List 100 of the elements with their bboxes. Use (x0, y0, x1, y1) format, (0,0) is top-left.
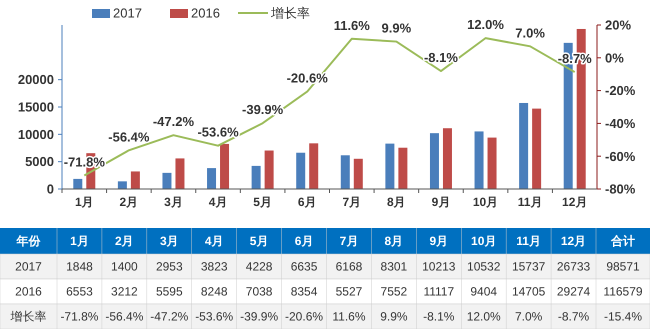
data-label: 29274 (556, 284, 591, 299)
category-label: 4月 (204, 234, 224, 248)
text: -47.2% (152, 114, 194, 130)
bar (162, 172, 172, 189)
y2-tick-label: -20% (605, 83, 636, 98)
bar (220, 144, 230, 189)
data-label: -20.6% (285, 310, 324, 324)
data-label: 26733 (556, 260, 591, 274)
y-tick-label: 15000 (18, 100, 54, 115)
data-label: 7552 (380, 284, 408, 299)
x-tick-label: 7月 (342, 195, 362, 209)
text: 增长率 (10, 310, 46, 324)
y2-tick-label: -40% (605, 116, 636, 131)
text: 2016 (15, 284, 42, 299)
data-label: 3823 (200, 260, 228, 274)
y-tick-label: 5000 (25, 154, 54, 170)
x-tick-label: 10月 (472, 195, 498, 209)
category-label: 10月 (471, 234, 496, 248)
bar (442, 128, 452, 189)
text: 11.6% (334, 18, 370, 33)
bar (73, 178, 82, 189)
text: 98571 (606, 260, 640, 274)
category-label: 3月 (160, 234, 179, 248)
data-label: 8301 (380, 260, 408, 274)
data-label: 10532 (467, 260, 501, 274)
category-label: 5月 (250, 234, 268, 248)
data-label: -47.2% (150, 310, 189, 324)
category-label: 1月 (70, 234, 89, 248)
x-tick-label: 5月 (253, 195, 272, 209)
y-tick-label: 10000 (18, 126, 54, 142)
text: 年份 (16, 234, 42, 248)
data-label: 8354 (290, 284, 318, 299)
data-label: 1400 (111, 260, 138, 274)
bar (118, 181, 127, 189)
bar (398, 148, 408, 189)
category-label: 12月 (560, 234, 586, 248)
x-tick-label: 12月 (562, 195, 588, 209)
category-label: 9月 (429, 234, 448, 248)
text: -15.4% (604, 310, 642, 324)
data-label: 7038 (246, 284, 273, 299)
legend-label: 2017 (113, 6, 142, 21)
text: 116579 (603, 284, 643, 299)
legend-label: 2016 (191, 6, 220, 21)
text: -53.6% (197, 124, 239, 140)
data-label: 9.9% (380, 310, 408, 324)
text: -39.9% (242, 102, 284, 118)
bar (385, 144, 394, 189)
text: -8.7% (558, 51, 592, 66)
bar (175, 158, 184, 189)
data-label: 8248 (200, 284, 228, 299)
text: 9.9% (382, 20, 412, 36)
data-label: -8.7% (558, 310, 590, 324)
bar (130, 171, 140, 189)
bar (309, 143, 318, 189)
data-label: 2953 (156, 260, 183, 274)
bar (354, 158, 363, 189)
data-label: 11117 (423, 284, 454, 299)
text: 12.0% (467, 17, 504, 32)
data-label: 11.6% (332, 310, 366, 324)
x-tick-label: 4月 (208, 195, 228, 209)
data-label: 3212 (111, 284, 138, 299)
category-label: 6月 (294, 234, 314, 248)
data-label: 5527 (336, 284, 363, 299)
x-tick-label: 11月 (518, 195, 542, 209)
data-label: -53.6% (195, 310, 234, 324)
data-label: 15737 (512, 260, 546, 274)
x-tick-label: 1月 (74, 195, 94, 209)
y-tick-label: 20000 (18, 72, 54, 88)
bar (430, 133, 439, 189)
data-label: 4228 (246, 260, 273, 274)
data-label: 10213 (422, 260, 456, 274)
text: 2017 (15, 260, 42, 274)
bar (532, 108, 542, 189)
data-label: 9404 (470, 284, 498, 299)
bar (488, 138, 497, 189)
bar (519, 102, 528, 189)
data-label: -39.9% (240, 310, 278, 324)
text: -56.4% (108, 129, 150, 144)
y2-tick-label: 0% (605, 50, 624, 66)
category-label: 11月 (516, 234, 541, 248)
text: -8.1% (424, 50, 458, 66)
y-tick-label: 0 (46, 182, 54, 197)
data-label: 6168 (336, 260, 363, 274)
y2-tick-label: -80% (605, 182, 636, 197)
x-tick-label: 9月 (432, 195, 450, 209)
y2-tick-label: -60% (605, 148, 636, 164)
data-label: 1848 (66, 260, 94, 274)
data-label: 6635 (290, 260, 318, 274)
category-label: 2月 (115, 234, 134, 248)
x-tick-label: 3月 (164, 195, 183, 209)
category-label: 7月 (340, 234, 358, 248)
data-label: 12.0% (466, 310, 502, 324)
data-label: -56.4% (105, 310, 144, 324)
text: 7.0% (515, 25, 545, 40)
data-label: 5595 (156, 284, 183, 299)
x-tick-label: 2月 (120, 195, 138, 209)
data-label: 7.0% (514, 310, 543, 324)
legend-label: 增长率 (270, 6, 310, 21)
bar (474, 131, 484, 189)
y2-tick-label: 20% (605, 18, 632, 33)
